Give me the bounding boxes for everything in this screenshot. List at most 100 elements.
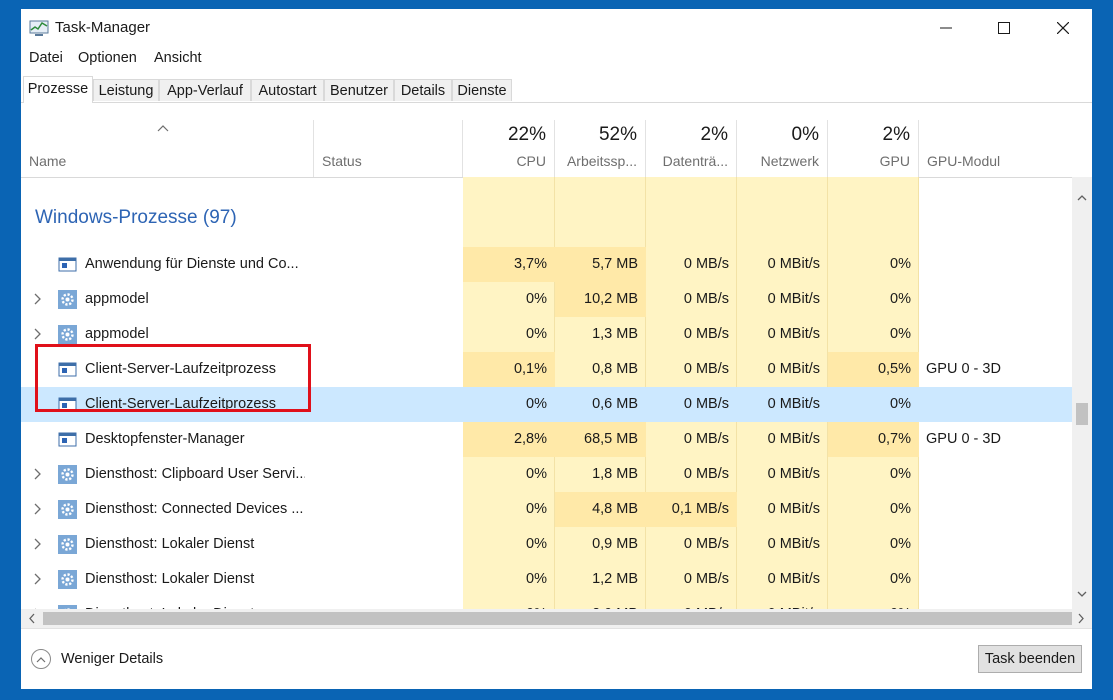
chevron-up-icon [31, 649, 51, 669]
chevron-right-icon[interactable] [33, 502, 43, 516]
gpu-engine-value [926, 247, 1066, 282]
gpu-engine-value [926, 387, 1066, 422]
tab-bar: Prozesse Leistung App-Verlauf Autostart … [21, 76, 1092, 103]
process-row[interactable]: Diensthost: Lokaler Dienst 0% 1,2 MB 0 MB/s… [21, 562, 1072, 597]
disk-value: 0 MB/s [683, 431, 729, 447]
tab-benutzer[interactable]: Benutzer [324, 79, 394, 101]
gear-icon [58, 325, 77, 344]
cpu-value: 3,7% [463, 247, 555, 282]
gpu-engine-value [926, 282, 1066, 317]
fewer-details-toggle[interactable]: Weniger Details [31, 649, 163, 669]
column-cpu[interactable]: 22% CPU [463, 120, 555, 177]
cpu-value: 0% [526, 571, 547, 587]
process-row[interactable]: Client-Server-Laufzeitprozess 0% 0,6 MB 0 M… [21, 387, 1072, 422]
group-title-windows-processes[interactable]: Windows-Prozesse (97) [35, 207, 237, 228]
chevron-right-icon[interactable] [33, 292, 43, 306]
chevron-right-icon[interactable] [33, 537, 43, 551]
column-gpu[interactable]: 2% GPU [828, 120, 919, 177]
cpu-total: 22% [507, 124, 546, 145]
menu-bar: Datei Optionen Ansicht [21, 47, 1092, 71]
chevron-right-icon[interactable] [33, 327, 43, 341]
column-status[interactable]: Status [314, 120, 463, 177]
tab-leistung[interactable]: Leistung [93, 79, 159, 101]
tab-prozesse[interactable]: Prozesse [23, 76, 93, 103]
tab-app-verlauf[interactable]: App-Verlauf [159, 79, 251, 101]
process-name: Diensthost: Lokaler Dienst [85, 571, 255, 587]
column-name-label: Name [29, 153, 67, 169]
window-title: Task-Manager [55, 19, 151, 36]
disk-total: 2% [700, 124, 728, 145]
footer: Weniger Details Task beenden [21, 628, 1092, 689]
network-value: 0 MBit/s [767, 326, 820, 342]
menu-ansicht[interactable]: Ansicht [154, 50, 202, 66]
network-value: 0 MBit/s [767, 291, 820, 307]
chevron-right-icon[interactable] [33, 572, 43, 586]
task-manager-app-icon [29, 19, 49, 40]
column-header: Name Status 22% CPU 52% Arbeitssp... 2% … [21, 120, 1092, 178]
memory-value: 5,7 MB [555, 247, 646, 282]
close-button[interactable] [1034, 9, 1092, 47]
memory-value: 0,8 MB [592, 361, 638, 377]
process-row[interactable]: Diensthost: Clipboard User Servi... 0% 1,8… [21, 457, 1072, 492]
horizontal-scrollbar[interactable] [21, 609, 1092, 628]
process-name: Client-Server-Laufzeitprozess [85, 396, 276, 412]
window-icon [58, 255, 77, 274]
process-name: Diensthost: Lokaler Dienst [85, 536, 255, 552]
network-value: 0 MBit/s [767, 361, 820, 377]
task-manager-window: Task-Manager Datei Optionen Ansicht Proz… [21, 9, 1092, 689]
gpu-engine-value [926, 492, 1066, 527]
gear-icon [58, 290, 77, 309]
menu-datei[interactable]: Datei [29, 50, 63, 66]
process-name: Diensthost: Clipboard User Servi... [85, 466, 305, 482]
minimize-button[interactable] [917, 9, 975, 47]
process-row[interactable]: Anwendung für Dienste und Co... 3,7% 5,7 M… [21, 247, 1072, 282]
gear-icon [58, 465, 77, 484]
tab-details[interactable]: Details [394, 79, 452, 101]
process-name: appmodel [85, 326, 149, 342]
process-row[interactable]: Client-Server-Laufzeitprozess 0,1% 0,8 MB 0… [21, 352, 1072, 387]
horizontal-scrollbar-graphics [29, 612, 1084, 625]
gear-icon [58, 535, 77, 554]
column-network[interactable]: 0% Netzwerk [737, 120, 828, 177]
disk-value: 0 MB/s [683, 571, 729, 587]
process-row[interactable]: appmodel 0% 10,2 MB 0 MB/s 0 MBit/s 0% [21, 282, 1072, 317]
process-row[interactable]: appmodel 0% 1,3 MB 0 MB/s 0 MBit/s 0% [21, 317, 1072, 352]
column-gpu-engine[interactable]: GPU-Modul [919, 120, 1072, 177]
gpu-value: 0% [890, 466, 911, 482]
cpu-value: 0% [526, 326, 547, 342]
maximize-button[interactable] [975, 9, 1033, 47]
disk-value: 0 MB/s [683, 536, 729, 552]
memory-value: 10,2 MB [555, 282, 646, 317]
vertical-scrollbar[interactable] [1072, 177, 1092, 609]
tab-dienste[interactable]: Dienste [452, 79, 512, 101]
window-icon [58, 395, 77, 414]
disk-value: 0 MB/s [683, 256, 729, 272]
process-row[interactable]: Diensthost: Lokaler Dienst 0% 0,9 MB 0 MB/s… [21, 527, 1072, 562]
gpu-value: 0% [890, 291, 911, 307]
column-memory[interactable]: 52% Arbeitssp... [555, 120, 646, 177]
column-gpu-label: GPU [879, 153, 910, 169]
process-name: Desktopfenster-Manager [85, 431, 245, 447]
memory-value: 2,0 MB [555, 597, 646, 609]
network-value: 0 MBit/s [767, 396, 820, 412]
column-name[interactable]: Name [21, 120, 314, 177]
cpu-value: 2,8% [463, 422, 555, 457]
column-memory-label: Arbeitssp... [566, 153, 637, 169]
process-row[interactable]: Diensthost: Connected Devices ... 0% 4,8 M… [21, 492, 1072, 527]
disk-value: 0 MB/s [646, 597, 737, 609]
column-disk[interactable]: 2% Datenträ... [646, 120, 737, 177]
gpu-value: 0% [890, 536, 911, 552]
fewer-details-label: Weniger Details [61, 651, 164, 667]
network-value: 0 MBit/s [767, 571, 820, 587]
process-row[interactable]: Desktopfenster-Manager 2,8% 68,5 MB 0 MB/s 0… [21, 422, 1072, 457]
column-network-label: Netzwerk [760, 153, 819, 169]
menu-optionen[interactable]: Optionen [78, 50, 137, 66]
chevron-right-icon[interactable] [33, 467, 43, 481]
end-task-button[interactable]: Task beenden [978, 645, 1082, 673]
title-bar[interactable]: Task-Manager [21, 9, 1092, 47]
gpu-engine-value [926, 597, 1066, 609]
memory-value: 1,8 MB [592, 466, 638, 482]
minimize-icon [940, 27, 952, 29]
tab-autostart[interactable]: Autostart [251, 79, 324, 101]
